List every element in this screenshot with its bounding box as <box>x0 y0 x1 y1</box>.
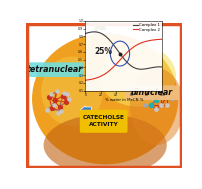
Text: dinuclear: dinuclear <box>130 88 173 97</box>
Ellipse shape <box>43 114 166 176</box>
Complex 1 <box>149 67 151 69</box>
Complex 2 <box>129 48 132 50</box>
Complex 2 <box>153 39 156 41</box>
Complex 2 <box>148 39 151 42</box>
Complex 1 <box>84 32 86 35</box>
Ellipse shape <box>95 22 106 31</box>
FancyBboxPatch shape <box>79 110 127 133</box>
Text: 25%: 25% <box>94 47 112 56</box>
Complex 2 <box>160 38 163 40</box>
Ellipse shape <box>99 45 175 107</box>
FancyArrow shape <box>80 106 91 114</box>
X-axis label: % water in MeCN %: % water in MeCN % <box>104 98 142 102</box>
Complex 1 <box>129 65 132 67</box>
FancyArrow shape <box>115 110 126 118</box>
FancyBboxPatch shape <box>124 85 179 100</box>
Complex 2 <box>129 48 132 50</box>
Text: tetranuclear: tetranuclear <box>27 65 83 74</box>
Complex 1 <box>84 32 86 35</box>
Line: Complex 2: Complex 2 <box>85 39 162 80</box>
Ellipse shape <box>32 33 178 164</box>
Complex 1 <box>160 66 163 68</box>
Complex 2 <box>84 79 86 81</box>
Complex 1 <box>129 65 132 67</box>
Polygon shape <box>93 25 98 33</box>
Text: CATECHOLSE
ACTIVITY: CATECHOLSE ACTIVITY <box>82 115 124 127</box>
Complex 1 <box>93 31 95 33</box>
Ellipse shape <box>129 68 183 145</box>
Complex 2 <box>131 47 133 49</box>
Complex 1 <box>154 66 156 68</box>
Complex 1 <box>131 66 133 68</box>
FancyBboxPatch shape <box>26 62 84 77</box>
Legend: Complex 1, Complex 2: Complex 1, Complex 2 <box>132 23 160 32</box>
Line: Complex 1: Complex 1 <box>85 32 162 69</box>
Ellipse shape <box>41 57 102 126</box>
Complex 1 <box>139 68 142 70</box>
Complex 2 <box>84 79 86 81</box>
